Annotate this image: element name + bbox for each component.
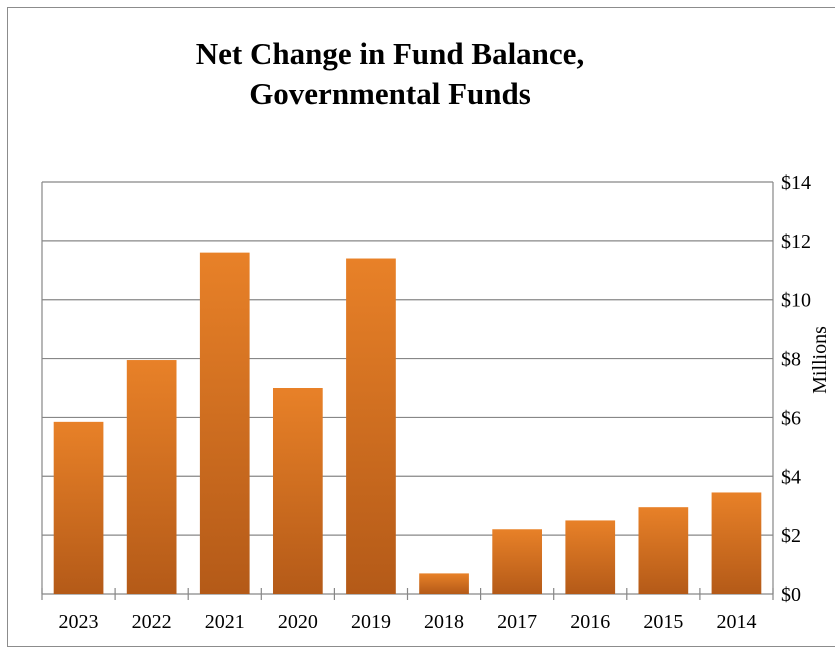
x-tick-label: 2019 bbox=[351, 611, 391, 633]
x-tick-label: 2023 bbox=[59, 611, 99, 633]
bar bbox=[492, 529, 543, 594]
y-tick-label: $2 bbox=[781, 525, 801, 547]
x-tick-label: 2015 bbox=[643, 611, 683, 633]
bar bbox=[126, 360, 177, 594]
bar bbox=[638, 507, 689, 594]
bar bbox=[565, 520, 616, 594]
y-tick-label: $12 bbox=[781, 231, 811, 253]
x-tick-labels: 2023 2022 2021 2020 2019 2018 2017 2016 2015 2014 bbox=[59, 611, 757, 633]
bar bbox=[53, 421, 104, 594]
x-tick-label: 2020 bbox=[278, 611, 318, 633]
y-tick-labels: $0 $2 $4 $6 $8 $10 $12 $14 bbox=[781, 172, 811, 606]
chart-title-line-2: Governmental Funds bbox=[249, 76, 531, 111]
y-tick-label: $10 bbox=[781, 290, 811, 312]
bar bbox=[346, 258, 396, 594]
y-axis-label: Millions bbox=[809, 326, 831, 394]
y-tick-label: $4 bbox=[781, 466, 801, 488]
x-tick-label: 2018 bbox=[424, 611, 464, 633]
x-tick-label: 2016 bbox=[570, 611, 610, 633]
y-tick-label: $14 bbox=[781, 172, 811, 194]
x-tick-label: 2021 bbox=[205, 611, 245, 633]
y-tick-label: $0 bbox=[781, 584, 801, 606]
x-tick-label: 2022 bbox=[132, 611, 172, 633]
x-tick-label: 2017 bbox=[497, 611, 537, 633]
bar bbox=[711, 492, 762, 594]
axes bbox=[41, 182, 774, 600]
chart-title-line-1: Net Change in Fund Balance, bbox=[195, 36, 585, 71]
bar bbox=[199, 252, 250, 594]
x-tick-label: 2014 bbox=[716, 611, 756, 633]
y-tick-label: $6 bbox=[781, 407, 801, 429]
bar bbox=[419, 573, 469, 594]
bars bbox=[53, 252, 762, 594]
bar bbox=[272, 388, 323, 594]
y-tick-label: $8 bbox=[781, 349, 801, 371]
